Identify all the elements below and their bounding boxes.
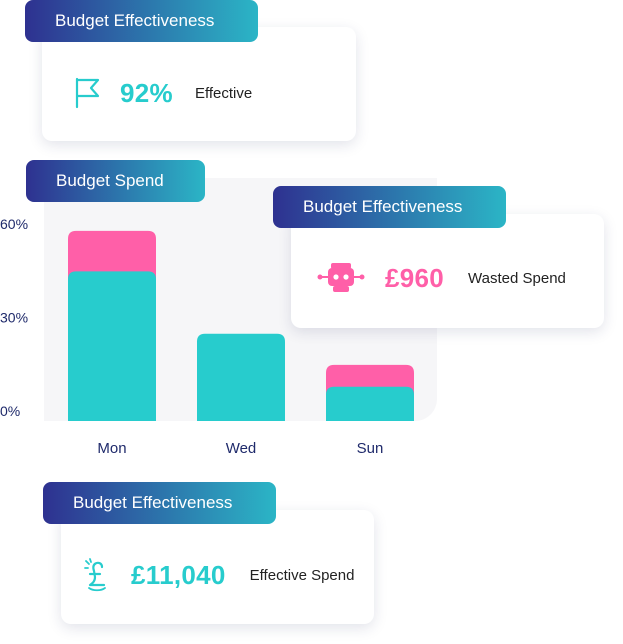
wasted-spend-card: £960 Wasted Spend — [291, 214, 604, 328]
effective-spend-metric: £11,040 Effective Spend — [83, 558, 354, 592]
y-tick-label-60: 60% — [0, 216, 28, 232]
wasted-label: Wasted Spend — [468, 269, 566, 287]
effective-spend-label: Effective Spend — [249, 566, 355, 584]
effective-spend-value: £11,040 — [131, 559, 226, 590]
pound-coin-icon — [83, 558, 111, 592]
y-tick-label-30: 30% — [0, 310, 28, 326]
bar-mon-segment-0 — [68, 271, 156, 421]
effectiveness-badge: Budget Effectiveness — [25, 0, 258, 42]
x-tick-label-sun: Sun — [357, 440, 384, 457]
bar-sun-segment-0 — [326, 386, 414, 421]
robot-icon — [317, 262, 365, 294]
x-tick-label-mon: Mon — [97, 440, 126, 457]
wasted-badge: Budget Effectiveness — [273, 186, 506, 228]
effectiveness-label: Effective — [194, 84, 253, 102]
chart-title-badge: Budget Spend — [26, 160, 205, 202]
wasted-value: £960 — [385, 262, 445, 293]
x-tick-label-wed: Wed — [226, 440, 257, 457]
wasted-metric: £960 Wasted Spend — [317, 262, 566, 294]
effective-spend-card: £11,040 Effective Spend — [61, 510, 374, 624]
effectiveness-value: 92% — [120, 77, 173, 108]
y-tick-label-0: 0% — [0, 403, 20, 419]
effective-spend-badge: Budget Effectiveness — [43, 482, 276, 524]
effectiveness-card: 92% Effective — [42, 27, 356, 141]
flag-icon — [74, 77, 102, 109]
bar-wed-segment-0 — [197, 333, 285, 421]
effectiveness-metric: 92% Effective — [74, 77, 252, 109]
